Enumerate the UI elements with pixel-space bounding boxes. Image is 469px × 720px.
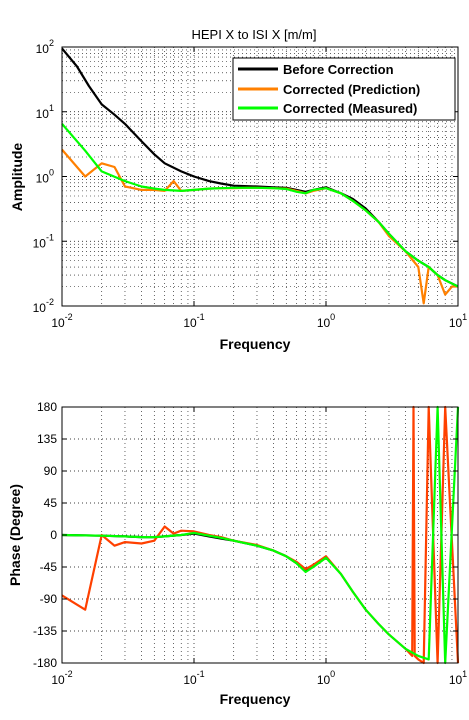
series-line-corrected-prediction <box>61 148 458 305</box>
x-tick-label: 100 <box>317 669 335 687</box>
x-tick-label: 10-2 <box>51 312 72 330</box>
series-line-corrected-prediction <box>61 405 460 665</box>
phase-xlabel: Frequency <box>220 691 291 707</box>
legend-label-prediction: Corrected (Prediction) <box>283 82 420 97</box>
legend-label-before: Before Correction <box>283 62 394 77</box>
phase-ylabel: Phase (Degree) <box>7 484 23 586</box>
amplitude-ylabel: Amplitude <box>9 143 25 212</box>
y-tick-label: 180 <box>37 400 57 414</box>
x-tick-label: 100 <box>317 312 335 330</box>
x-tick-label: 10-2 <box>51 669 72 687</box>
amplitude-xlabel: Frequency <box>220 336 291 352</box>
y-tick-label: 10-2 <box>33 297 54 315</box>
y-tick-label: -135 <box>33 624 57 638</box>
x-tick-label: 101 <box>449 312 467 330</box>
phase-grid <box>62 407 458 663</box>
y-tick-label: -90 <box>40 592 58 606</box>
amplitude-title: HEPI X to ISI X [m/m] <box>192 27 317 42</box>
y-tick-label: 90 <box>44 464 58 478</box>
y-tick-label: 102 <box>36 38 54 56</box>
phase-series-lines <box>61 405 460 665</box>
amplitude-plot: HEPI X to ISI X [m/m] 10-2 10-1 100 10110-2… <box>9 27 467 352</box>
y-tick-label: 0 <box>50 528 57 542</box>
y-tick-label: -45 <box>40 560 58 574</box>
y-tick-label: 10-1 <box>33 232 54 250</box>
legend: Before Correction Corrected (Prediction)… <box>232 57 456 121</box>
x-tick-label: 10-1 <box>183 669 204 687</box>
y-tick-label: -180 <box>33 656 57 670</box>
amplitude-series-lines <box>61 47 459 305</box>
phase-plot: 10-2 10-1 100 10118013590450-45-90-135-180 … <box>7 400 467 707</box>
series-line-corrected-measured <box>61 123 459 288</box>
x-tick-label: 10-1 <box>183 312 204 330</box>
phase-ticks: 10-2 10-1 100 101 180 135 90 45 0 -45 -90 -135 -180 <box>33 400 467 687</box>
y-tick-label: 135 <box>37 432 57 446</box>
series-line-corrected-measured <box>61 405 460 665</box>
amplitude-ticks: 10-2 10-1 100 101 10-2 10-1 100 101 102 <box>33 38 468 330</box>
y-tick-label: 101 <box>36 103 54 121</box>
y-tick-label: 100 <box>36 168 54 186</box>
x-tick-label: 101 <box>449 669 467 687</box>
legend-label-measured: Corrected (Measured) <box>283 101 417 116</box>
y-tick-label: 45 <box>44 496 58 510</box>
